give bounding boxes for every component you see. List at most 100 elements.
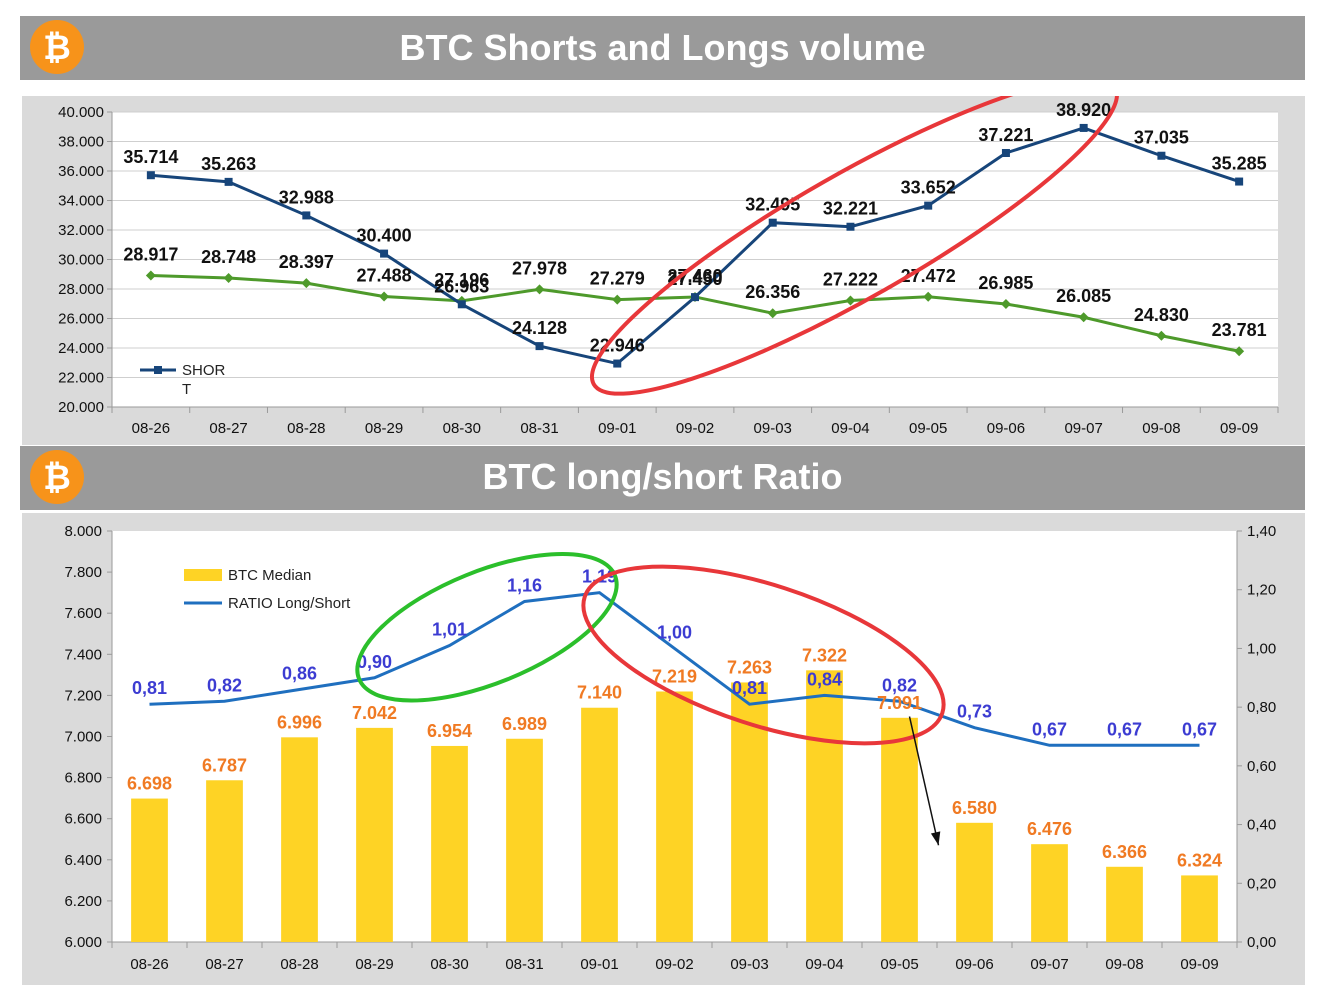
y2-tick-label: 0,60 — [1247, 758, 1276, 775]
y2-tick-label: 0,00 — [1247, 934, 1276, 951]
bar-data-label: 6.996 — [277, 712, 322, 732]
y-tick-label: 7.400 — [64, 646, 102, 663]
x-tick-label: 09-08 — [1105, 956, 1143, 973]
chart1-panel: 20.000 22.000 24.000 26.000 28.000 30.000 32.0… — [22, 96, 1305, 445]
shorts-longs-line-chart: 20.000 22.000 24.000 26.000 28.000 30.000 32.0… — [58, 96, 1279, 437]
short-data-label: 24.128 — [512, 318, 567, 338]
short-data-label: 33.652 — [901, 178, 956, 198]
trend-arrow-head-icon — [930, 831, 941, 846]
long-point — [145, 270, 156, 281]
short-data-label: 37.221 — [978, 125, 1033, 145]
bar-data-label: 6.580 — [952, 798, 997, 818]
ratio-data-label: 1,16 — [507, 575, 542, 595]
bar-data-label: 6.366 — [1102, 842, 1147, 862]
y-tick-label: 6.800 — [64, 770, 102, 787]
short-point — [302, 211, 311, 220]
short-data-label: 32.495 — [745, 195, 800, 215]
x-tick-label: 09-05 — [880, 956, 918, 973]
y-tick-label: 7.200 — [64, 687, 102, 704]
legend-short-label: T — [182, 381, 191, 398]
long-data-label: 27.488 — [357, 266, 412, 286]
legend-ratio-label: RATIO Long/Short — [228, 595, 351, 612]
long-data-label: 28.397 — [279, 252, 334, 272]
x-tick-label: 09-06 — [955, 956, 993, 973]
bar — [1106, 866, 1143, 942]
bar-data-label: 7.219 — [652, 666, 697, 686]
long-point — [1234, 346, 1245, 357]
ratio-data-label: 0,81 — [732, 678, 767, 698]
bitcoin-symbol: ₿ — [43, 29, 71, 67]
short-point — [535, 342, 544, 351]
legend-bar-swatch — [184, 569, 222, 581]
short-point — [924, 201, 933, 210]
ratio-data-label: 1,01 — [432, 619, 467, 639]
short-point — [380, 249, 389, 258]
y-tick-label: 22.000 — [58, 370, 104, 387]
short-point — [1157, 151, 1166, 160]
bar — [281, 737, 318, 942]
x-tick-label: 09-08 — [1142, 420, 1180, 437]
y-tick-label: 30.000 — [58, 252, 104, 269]
y-tick-label: 36.000 — [58, 163, 104, 180]
legend-short-swatch-marker — [154, 366, 162, 374]
x-tick-label: 08-29 — [365, 420, 403, 437]
bar — [881, 717, 918, 942]
bar — [656, 691, 693, 942]
ratio-data-label: 0,67 — [1107, 719, 1142, 739]
long-point — [845, 295, 856, 306]
chart1-header-banner: ₿ BTC Shorts and Longs volume — [20, 16, 1305, 80]
x-tick-label: 08-27 — [209, 420, 247, 437]
x-tick-label: 08-31 — [505, 956, 543, 973]
short-point — [1235, 177, 1244, 186]
x-tick-label: 09-04 — [805, 956, 843, 973]
ratio-series-line — [149, 591, 1200, 747]
long-data-label: 27.460 — [667, 266, 722, 286]
bar — [131, 798, 168, 942]
ratio-data-label: 0,82 — [207, 675, 242, 695]
short-point — [846, 222, 855, 231]
short-point — [457, 300, 466, 309]
long-point — [379, 291, 390, 302]
x-tick-label: 09-02 — [655, 956, 693, 973]
highlight-ellipse-red — [581, 564, 946, 746]
highlight-ellipse-red — [589, 96, 1119, 396]
short-data-label: 32.221 — [823, 199, 878, 219]
x-tick-label: 08-31 — [520, 420, 558, 437]
x-tick-label: 09-07 — [1064, 420, 1102, 437]
y-tick-label: 28.000 — [58, 281, 104, 298]
long-data-label: 24.830 — [1134, 305, 1189, 325]
x-tick-label: 09-09 — [1220, 420, 1258, 437]
long-point — [1078, 312, 1089, 323]
long-point — [612, 294, 623, 305]
x-tick-label: 09-03 — [730, 956, 768, 973]
x-tick-label: 09-04 — [831, 420, 869, 437]
long-data-label: 23.781 — [1212, 320, 1267, 340]
y-tick-label: 6.000 — [64, 934, 102, 951]
short-data-label: 35.714 — [123, 147, 178, 167]
chart2-panel: 6.000 6.200 6.400 6.600 6.800 7.000 7.200 7.400… — [22, 513, 1305, 985]
bar-data-label: 7.322 — [802, 645, 847, 665]
short-point — [1079, 123, 1088, 132]
x-tick-label: 08-26 — [130, 956, 168, 973]
long-point — [534, 284, 545, 295]
trend-arrow-line — [908, 716, 940, 846]
y-tick-label: 32.000 — [58, 222, 104, 239]
y-tick-label: 24.000 — [58, 340, 104, 357]
bar — [956, 822, 993, 942]
bar — [206, 780, 243, 942]
short-point — [613, 359, 622, 368]
bar — [581, 707, 618, 942]
legend-bar-label: BTC Median — [228, 567, 311, 584]
bar — [1181, 875, 1218, 942]
short-data-label: 38.920 — [1056, 100, 1111, 120]
long-data-label: 26.356 — [745, 282, 800, 302]
x-tick-label: 08-29 — [355, 956, 393, 973]
long-data-label: 27.978 — [512, 258, 567, 278]
long-data-label: 26.085 — [1056, 286, 1111, 306]
x-tick-label: 09-07 — [1030, 956, 1068, 973]
chart1-title: BTC Shorts and Longs volume — [399, 27, 926, 68]
y-tick-label: 8.000 — [64, 523, 102, 540]
ratio-data-label: 1,19 — [582, 567, 617, 587]
ratio-data-label: 1,00 — [657, 622, 692, 642]
x-tick-label: 08-27 — [205, 956, 243, 973]
